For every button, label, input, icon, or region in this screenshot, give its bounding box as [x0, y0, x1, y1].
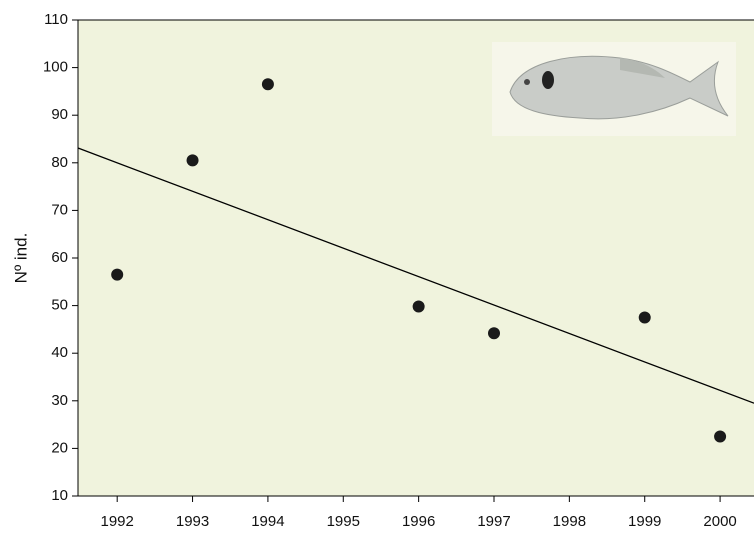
x-tick-label: 1993	[176, 513, 209, 530]
y-tick-label: 30	[51, 392, 68, 409]
fish-picture	[492, 42, 736, 136]
y-tick-label: 70	[51, 201, 68, 218]
y-tick-label: 100	[43, 59, 68, 76]
data-point	[714, 431, 726, 443]
x-tick-label: 2000	[703, 513, 736, 530]
x-tick-label: 1995	[327, 513, 360, 530]
chart: Nº ind. 10 20 30 40 50 60 70 80 90 100 110 1992 1993…	[0, 0, 754, 533]
x-tick-label: 1998	[553, 513, 586, 530]
fish-eye	[524, 79, 530, 85]
data-point	[111, 269, 123, 281]
x-tick-label: 1997	[477, 513, 510, 530]
x-tick-label: 1994	[251, 513, 284, 530]
fish-spot	[542, 71, 554, 89]
data-point	[262, 78, 274, 90]
y-tick-label: 90	[51, 106, 68, 123]
data-point	[639, 312, 651, 324]
y-tick-label: 50	[51, 297, 68, 314]
y-tick-label: 20	[51, 439, 68, 456]
data-point	[488, 327, 500, 339]
data-point	[187, 154, 199, 166]
data-point	[413, 301, 425, 313]
x-tick-label: 1996	[402, 513, 435, 530]
y-tick-label: 10	[51, 487, 68, 504]
y-tick-label: 40	[51, 344, 68, 361]
x-tick-label: 1992	[101, 513, 134, 530]
y-tick-label: 60	[51, 249, 68, 266]
y-axis-label: Nº ind.	[11, 233, 30, 284]
x-tick-label: 1999	[628, 513, 661, 530]
y-tick-label: 80	[51, 154, 68, 171]
y-tick-label: 110	[44, 11, 68, 28]
